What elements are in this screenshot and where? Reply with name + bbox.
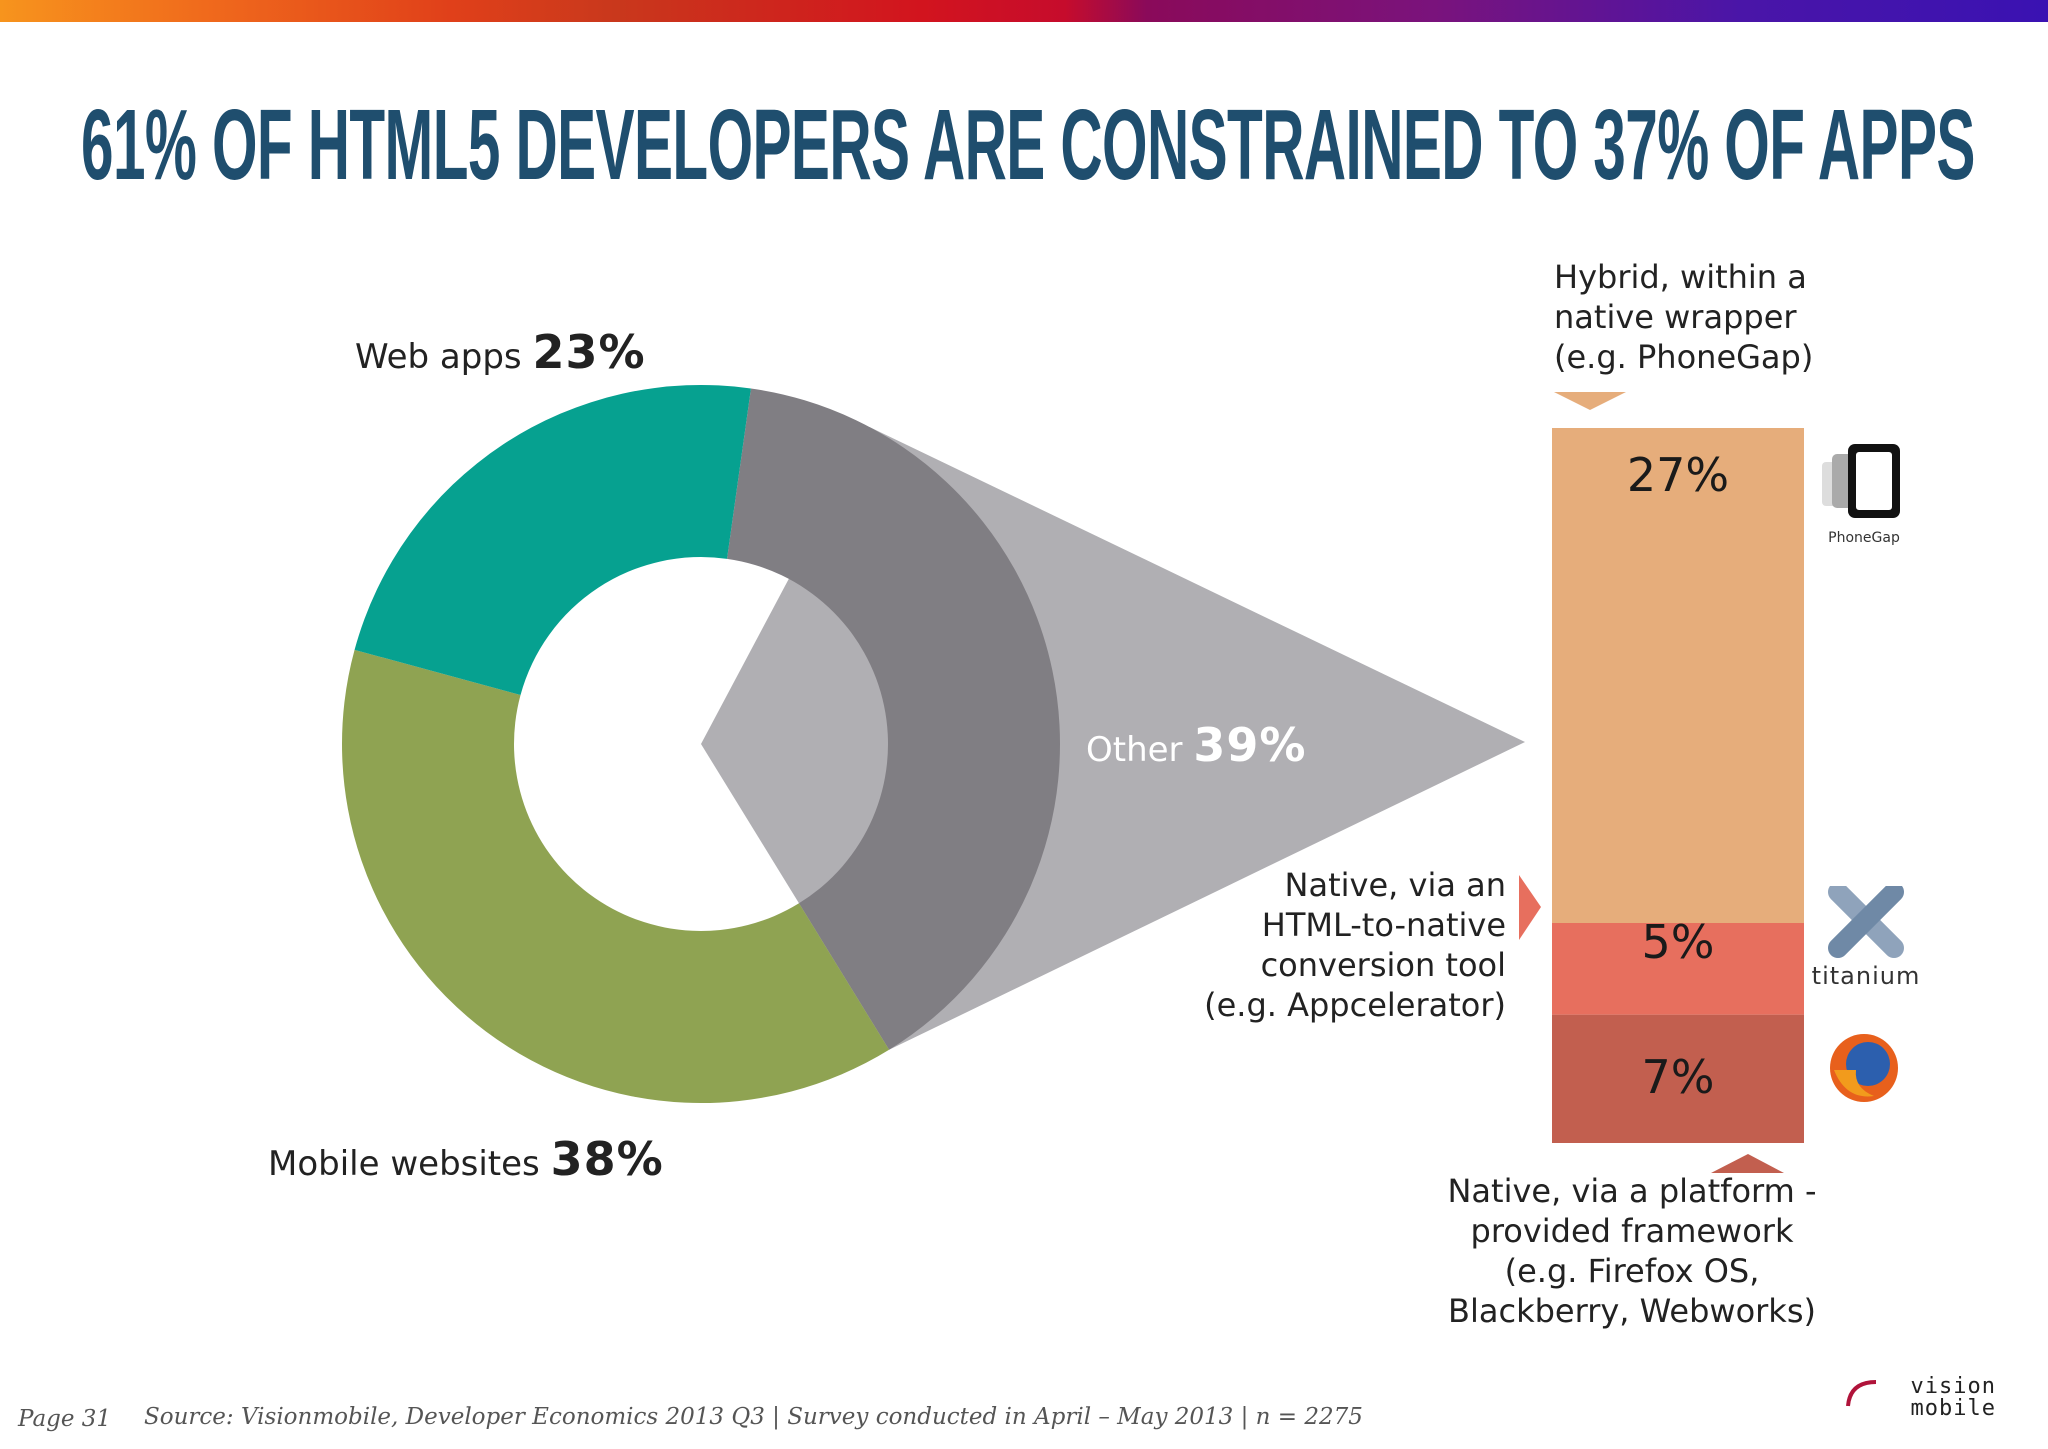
source-note: Source: Visionmobile, Developer Economic… — [144, 1404, 1363, 1430]
donut-slice-mobile-websites — [341, 649, 890, 1104]
titanium-logo: titanium — [1810, 882, 1922, 994]
phonegap-logo: PhoneGap — [1818, 440, 1910, 550]
annotation-line: Blackberry, Webworks) — [1448, 1292, 1816, 1330]
bar-segment-2 — [1552, 1014, 1804, 1143]
donut-chart — [341, 385, 1061, 1104]
bar-value-converter: 5% — [1641, 915, 1715, 969]
firefox-icon — [1830, 1034, 1898, 1102]
annotation-line: (e.g. PhoneGap) — [1554, 338, 1814, 376]
slice-label: Mobile websites — [268, 1144, 540, 1184]
donut-slice-other — [727, 388, 1061, 1050]
bar-value-hybrid: 27% — [1626, 448, 1730, 502]
platform-annotation: Native, via a platform - provided framew… — [1432, 1171, 1832, 1331]
hybrid-annotation: Hybrid, within a native wrapper (e.g. Ph… — [1554, 257, 1813, 377]
annotation-line: (e.g. Appcelerator) — [1204, 986, 1506, 1024]
converter-pointer — [1519, 875, 1541, 940]
top-gradient-bar — [0, 0, 2048, 22]
platform-pointer — [1711, 1154, 1784, 1173]
titanium-icon — [1828, 882, 1904, 958]
bar-value-platform: 7% — [1641, 1050, 1715, 1104]
annotation-line: HTML-to-native — [1261, 906, 1506, 944]
visionmobile-logo: vision mobile — [1842, 1376, 1998, 1428]
logo-text: vision mobile — [1910, 1374, 1996, 1421]
phonegap-logo-text: PhoneGap — [1828, 530, 1900, 546]
mobile-websites-label: Mobile websites 38% — [268, 1132, 664, 1186]
bar-segment-1 — [1552, 923, 1804, 1015]
hybrid-pointer — [1554, 392, 1626, 410]
logo-swoosh-icon — [1846, 1380, 1877, 1407]
stacked-bar — [1552, 428, 1804, 1143]
page-title: 61% OF HTML5 DEVELOPERS ARE CONSTRAINED … — [81, 89, 1975, 201]
annotation-line: (e.g. Firefox OS, — [1504, 1252, 1760, 1290]
bar-segment-0 — [1552, 428, 1804, 923]
annotation-line: Native, via a platform - — [1447, 1172, 1817, 1210]
other-label: Other 39% — [1086, 718, 1306, 772]
annotation-line: Native, via an — [1284, 866, 1506, 904]
annotation-line: provided framework — [1470, 1212, 1794, 1250]
annotation-line: native wrapper — [1554, 298, 1797, 336]
phonegap-icon — [1822, 444, 1900, 518]
slice-label: Other — [1086, 730, 1183, 770]
page-number: Page 31 — [18, 1406, 112, 1432]
converter-annotation: Native, via an HTML-to-native conversion… — [1204, 865, 1506, 1025]
slice-value: 38% — [550, 1132, 664, 1186]
slice-label: Web apps — [355, 337, 522, 377]
slice-value: 23% — [532, 325, 646, 379]
web-apps-label: Web apps 23% — [355, 325, 646, 379]
titanium-logo-text: titanium — [1811, 962, 1921, 990]
donut-slice-web-apps — [354, 385, 751, 695]
annotation-line: Hybrid, within a — [1554, 258, 1807, 296]
slice-value: 39% — [1193, 718, 1307, 772]
annotation-line: conversion tool — [1260, 946, 1506, 984]
